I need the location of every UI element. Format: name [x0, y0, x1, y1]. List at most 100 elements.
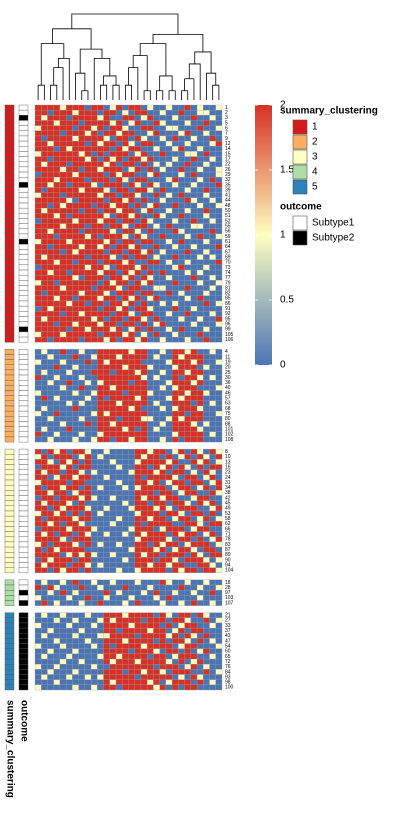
heatmap-cell	[53, 474, 61, 481]
heatmap-cell	[59, 197, 67, 204]
heatmap-cell	[165, 374, 173, 381]
heatmap-cell	[90, 202, 98, 209]
heatmap-cell	[203, 104, 210, 111]
heatmap-cell	[53, 326, 61, 333]
heatmap-cell	[140, 485, 148, 491]
heatmap-cell	[115, 459, 123, 465]
heatmap-cell	[103, 485, 110, 491]
heatmap-cell	[184, 244, 191, 250]
heatmap-cell	[209, 552, 216, 558]
heatmap-cell	[203, 469, 210, 476]
heatmap-cell	[203, 531, 210, 537]
row-label: 63	[225, 401, 231, 407]
heatmap-cell	[165, 364, 173, 371]
heatmap-cell	[215, 469, 223, 476]
heatmap-cell	[34, 633, 42, 639]
heatmap-cell	[215, 354, 223, 360]
heatmap-cell	[159, 187, 167, 193]
legend-swatch	[292, 215, 308, 231]
heatmap-cell	[59, 364, 67, 371]
heatmap-cell	[66, 254, 73, 260]
heatmap-cell	[84, 140, 92, 147]
heatmap-cell	[66, 669, 73, 675]
heatmap-cell	[140, 244, 148, 250]
heatmap-cell	[103, 448, 110, 455]
heatmap-cell	[128, 213, 135, 219]
heatmap-cell	[78, 171, 86, 178]
heatmap-cell	[178, 557, 185, 563]
heatmap-cell	[109, 192, 117, 198]
cluster-annotation-cell	[4, 156, 15, 162]
heatmap-cell	[90, 326, 98, 333]
heatmap-cell	[209, 151, 216, 157]
heatmap-cell	[90, 684, 98, 691]
heatmap-cell	[196, 202, 204, 209]
heatmap-cell	[34, 228, 42, 235]
heatmap-cell	[84, 254, 92, 260]
heatmap-cell	[41, 349, 48, 355]
outcome-annotation-cell	[18, 484, 29, 491]
heatmap-cell	[184, 326, 191, 333]
heatmap-cell	[90, 285, 98, 291]
heatmap-cell	[41, 305, 48, 312]
outcome-annotation-cell	[18, 600, 29, 606]
heatmap-cell	[84, 562, 92, 568]
heatmap-cell	[190, 369, 198, 376]
heatmap-cell	[147, 617, 154, 624]
heatmap-cell	[159, 653, 167, 660]
heatmap-cell	[53, 228, 61, 235]
heatmap-cell	[190, 541, 198, 548]
row-label: 19	[225, 359, 231, 365]
heatmap-cell	[66, 290, 73, 296]
heatmap-cell	[184, 421, 191, 427]
heatmap-cell	[140, 627, 148, 634]
heatmap-cell	[134, 658, 142, 665]
heatmap-cell	[78, 500, 86, 506]
heatmap-cell	[178, 326, 185, 333]
heatmap-cell	[84, 187, 92, 193]
heatmap-cell	[165, 238, 173, 245]
row-label: 96	[225, 322, 231, 328]
heatmap-cell	[34, 254, 42, 260]
heatmap-cell	[215, 249, 223, 255]
heatmap-cell	[41, 182, 48, 188]
heatmap-cell	[159, 495, 167, 501]
heatmap-cell	[140, 490, 148, 496]
heatmap-cell	[34, 233, 42, 240]
row-label: 72	[225, 659, 231, 665]
heatmap-cell	[41, 633, 48, 639]
heatmap-cell	[159, 311, 167, 317]
heatmap-cell	[165, 536, 173, 543]
heatmap-cell	[34, 405, 42, 412]
heatmap-cell	[97, 146, 104, 152]
heatmap-cell	[103, 410, 110, 417]
heatmap-cell	[78, 584, 86, 591]
cluster-annotation-cell	[4, 285, 15, 291]
heatmap-cell	[196, 321, 204, 327]
heatmap-cell	[209, 223, 216, 229]
heatmap-cell	[103, 359, 110, 365]
heatmap-cell	[153, 490, 160, 496]
heatmap-cell	[171, 295, 179, 302]
heatmap-cell	[78, 244, 86, 250]
row-label: 29	[225, 172, 231, 178]
heatmap-cell	[109, 416, 117, 422]
heatmap-cell	[59, 664, 67, 670]
heatmap-cell	[78, 474, 86, 481]
heatmap-cell	[90, 316, 98, 322]
heatmap-cell	[165, 161, 173, 168]
heatmap-cell	[90, 485, 98, 491]
cluster-annotation-cell	[4, 405, 15, 412]
heatmap-cell	[90, 490, 98, 496]
heatmap-cell	[215, 495, 223, 501]
heatmap-cell	[140, 259, 148, 266]
heatmap-cell	[159, 490, 167, 496]
heatmap-cell	[115, 679, 123, 685]
row-label: 41	[225, 193, 231, 199]
heatmap-cell	[190, 213, 198, 219]
heatmap-cell	[47, 526, 54, 532]
heatmap-cell	[165, 595, 173, 601]
heatmap-cell	[190, 233, 198, 240]
heatmap-cell	[209, 300, 216, 307]
heatmap-cell	[147, 311, 154, 317]
